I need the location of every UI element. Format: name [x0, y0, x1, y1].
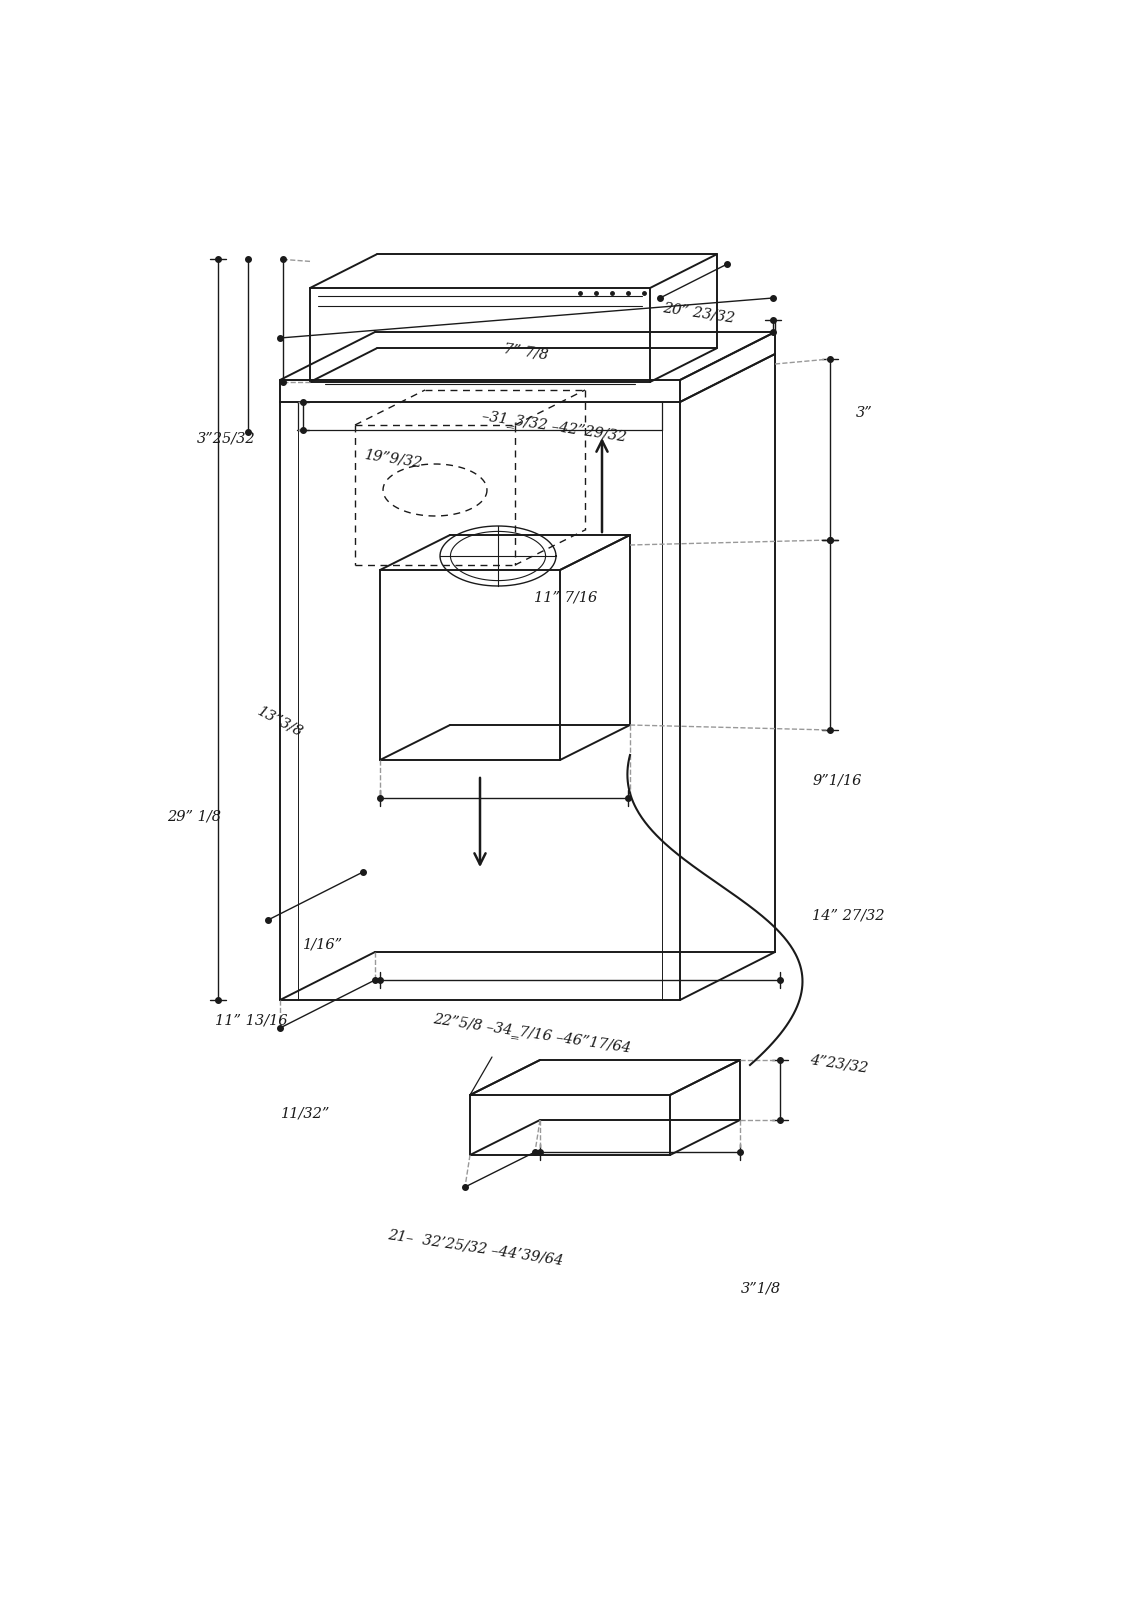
Text: 9”1/16: 9”1/16 [812, 774, 862, 787]
Text: 13”3/8: 13”3/8 [256, 704, 305, 739]
Text: –31‗3/32 –42”29/32: –31‗3/32 –42”29/32 [481, 408, 628, 445]
Text: 7” 7/8: 7” 7/8 [503, 341, 549, 362]
Text: 4”23/32: 4”23/32 [809, 1053, 869, 1075]
Text: 21–  32’25/32 –44’39/64: 21– 32’25/32 –44’39/64 [387, 1227, 563, 1267]
Text: 20” 23/32: 20” 23/32 [662, 301, 736, 325]
Text: 3”25/32: 3”25/32 [197, 432, 256, 445]
Text: 19”9/32: 19”9/32 [363, 448, 424, 470]
Text: 14” 27/32: 14” 27/32 [812, 909, 884, 922]
Text: 22”5/8 –34‗7/16 –46”17/64: 22”5/8 –34‗7/16 –46”17/64 [432, 1011, 631, 1056]
Text: 1/16”: 1/16” [303, 938, 343, 950]
Text: 3”: 3” [856, 406, 873, 419]
Text: 11” 13/16: 11” 13/16 [215, 1014, 287, 1027]
Text: 11/32”: 11/32” [280, 1107, 330, 1120]
Text: 3”1/8: 3”1/8 [741, 1282, 780, 1296]
Text: 11” 7/16: 11” 7/16 [534, 590, 597, 605]
Text: 29” 1/8: 29” 1/8 [167, 810, 222, 822]
